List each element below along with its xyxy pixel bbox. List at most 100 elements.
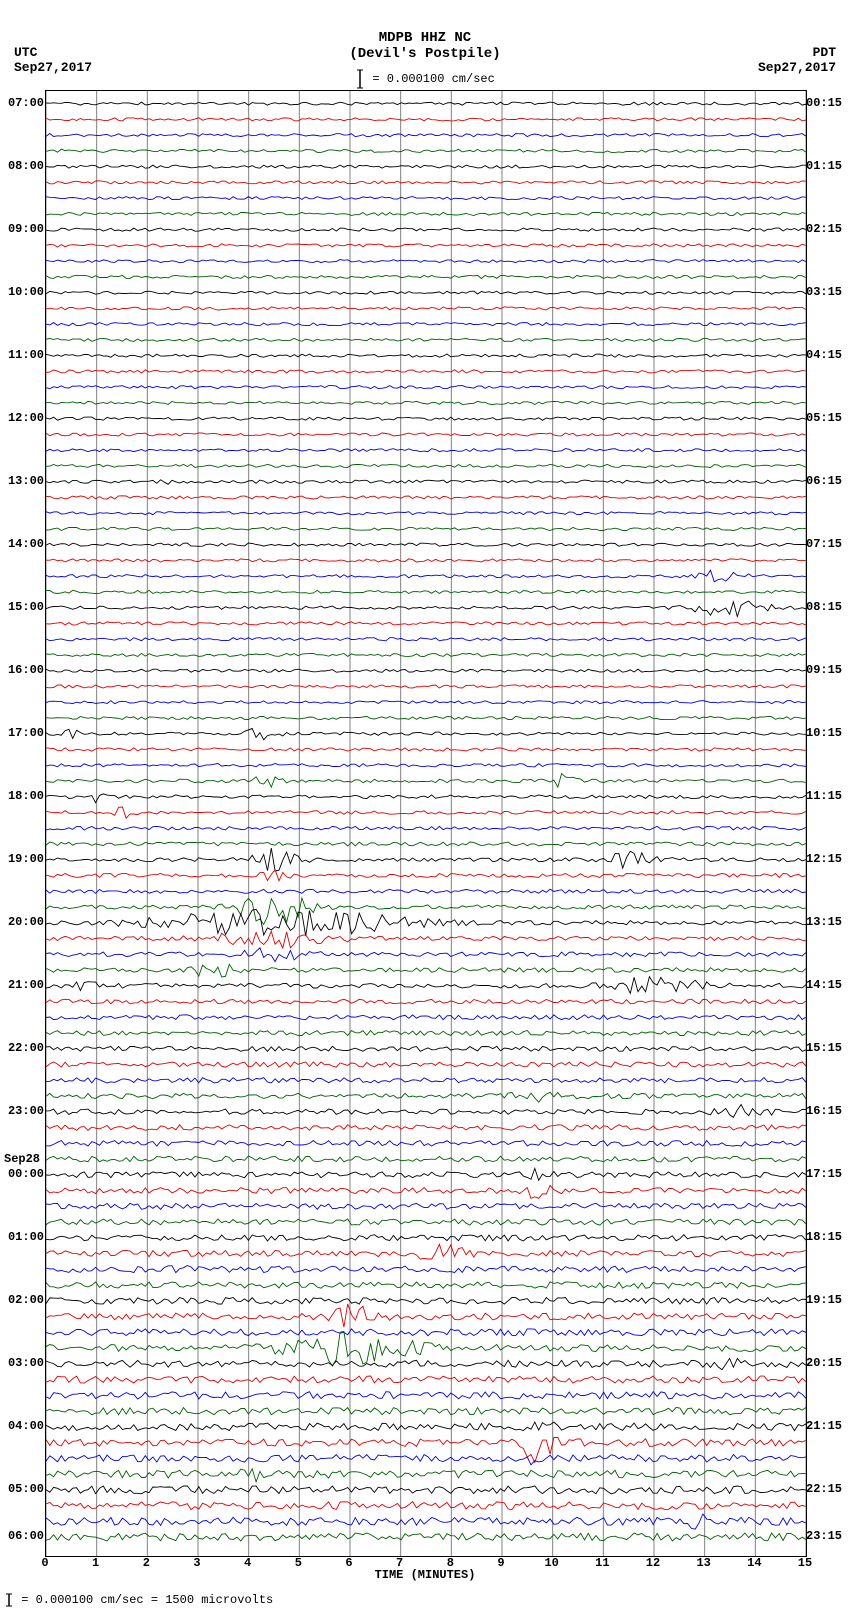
pdt-hour-label: 12:15 xyxy=(806,852,846,866)
seismic-trace xyxy=(46,653,806,656)
footer-text: = 0.000100 cm/sec = 1500 microvolts xyxy=(21,1593,273,1607)
seismic-trace xyxy=(46,559,806,562)
seismic-trace xyxy=(46,1392,806,1399)
seismic-trace xyxy=(46,417,806,420)
seismic-trace xyxy=(46,165,806,168)
seismic-trace xyxy=(46,701,806,704)
seismic-trace xyxy=(46,449,806,452)
seismic-trace xyxy=(46,889,806,893)
seismic-trace xyxy=(46,1015,806,1020)
seismic-trace xyxy=(46,1244,806,1259)
seismic-trace xyxy=(46,527,806,530)
pdt-hour-label: 16:15 xyxy=(806,1104,846,1118)
seismic-trace xyxy=(46,948,806,962)
pdt-hour-label: 08:15 xyxy=(806,600,846,614)
seismic-trace xyxy=(46,181,806,184)
pdt-hour-label: 02:15 xyxy=(806,222,846,236)
utc-hour-label: 15:00 xyxy=(4,600,44,614)
seismic-trace xyxy=(46,898,806,924)
seismic-trace xyxy=(46,197,806,200)
seismic-trace xyxy=(46,1422,806,1431)
seismic-trace xyxy=(46,1235,806,1241)
seismic-trace xyxy=(46,543,806,546)
seismic-trace xyxy=(46,1298,806,1305)
pdt-hour-label: 15:15 xyxy=(806,1041,846,1055)
pdt-hour-label: 07:15 xyxy=(806,537,846,551)
seismic-trace xyxy=(46,716,806,719)
utc-hour-label: 06:00 xyxy=(4,1529,44,1543)
seismic-trace xyxy=(46,977,806,994)
seismogram-plot xyxy=(45,90,807,1557)
utc-hour-label: 12:00 xyxy=(4,411,44,425)
seismic-trace xyxy=(46,669,806,672)
utc-hour-label: 13:00 xyxy=(4,474,44,488)
seismic-trace xyxy=(46,496,806,499)
seismic-trace xyxy=(46,1469,806,1482)
seismic-trace xyxy=(46,729,806,740)
pdt-hour-label: 23:15 xyxy=(806,1529,846,1543)
pdt-hour-label: 17:15 xyxy=(806,1167,846,1181)
seismic-trace xyxy=(46,1219,806,1225)
seismic-trace xyxy=(46,1533,806,1541)
station-code: MDPB HHZ NC xyxy=(0,30,850,46)
utc-hour-label: 14:00 xyxy=(4,537,44,551)
seismic-trace xyxy=(46,512,806,515)
utc-hour-label: 05:00 xyxy=(4,1482,44,1496)
pdt-hour-label: 01:15 xyxy=(806,159,846,173)
seismic-trace xyxy=(46,1105,806,1118)
seismic-trace xyxy=(46,1185,806,1198)
seismic-trace xyxy=(46,1304,806,1327)
seismic-trace xyxy=(46,149,806,152)
seismic-trace xyxy=(46,1125,806,1131)
utc-hour-label: 10:00 xyxy=(4,285,44,299)
station-name: (Devil's Postpile) xyxy=(0,46,850,62)
pdt-hour-label: 04:15 xyxy=(806,348,846,362)
seismic-trace xyxy=(46,1407,806,1414)
seismic-trace xyxy=(46,1329,806,1336)
seismic-trace xyxy=(46,999,806,1004)
utc-hour-label: 02:00 xyxy=(4,1293,44,1307)
seismogram-page: { "header": { "line1": "MDPB HHZ NC", "l… xyxy=(0,0,850,1613)
seismic-trace xyxy=(46,212,806,215)
seismic-trace xyxy=(46,338,806,341)
seismic-trace xyxy=(46,807,806,818)
utc-hour-label: 09:00 xyxy=(4,222,44,236)
seismic-trace xyxy=(46,260,806,263)
timezone-left: UTC xyxy=(14,45,37,60)
utc-hour-label: 22:00 xyxy=(4,1041,44,1055)
seismic-trace xyxy=(46,386,806,389)
seismic-trace xyxy=(46,870,806,881)
utc-hour-label: 17:00 xyxy=(4,726,44,740)
seismic-trace xyxy=(46,464,806,467)
seismic-trace xyxy=(46,433,806,436)
pdt-hour-label: 14:15 xyxy=(806,978,846,992)
seismic-trace xyxy=(46,134,806,137)
utc-hour-label: 16:00 xyxy=(4,663,44,677)
pdt-hour-label: 20:15 xyxy=(806,1356,846,1370)
seismic-trace xyxy=(46,1168,806,1180)
seismic-trace xyxy=(46,1078,806,1083)
seismic-trace xyxy=(46,590,806,593)
seismic-trace xyxy=(46,1062,806,1067)
seismic-trace xyxy=(46,774,806,788)
seismic-trace xyxy=(46,323,806,326)
pdt-hour-label: 06:15 xyxy=(806,474,846,488)
pdt-hour-label: 10:15 xyxy=(806,726,846,740)
seismic-trace xyxy=(46,1376,806,1383)
seismic-trace xyxy=(46,794,806,803)
seismic-trace xyxy=(46,244,806,247)
seismic-trace xyxy=(46,622,806,625)
seismic-trace xyxy=(46,228,806,231)
seismic-trace xyxy=(46,909,806,936)
seismic-trace xyxy=(46,931,806,948)
seismic-trace xyxy=(46,601,806,616)
pdt-hour-label: 03:15 xyxy=(806,285,846,299)
seismic-trace xyxy=(46,848,806,871)
seismic-trace xyxy=(46,764,806,767)
utc-hour-label: 01:00 xyxy=(4,1230,44,1244)
seismic-trace xyxy=(46,748,806,751)
seismic-trace xyxy=(46,1266,806,1273)
utc-hour-label: 20:00 xyxy=(4,915,44,929)
seismic-trace xyxy=(46,275,806,278)
pdt-hour-label: 00:15 xyxy=(806,96,846,110)
